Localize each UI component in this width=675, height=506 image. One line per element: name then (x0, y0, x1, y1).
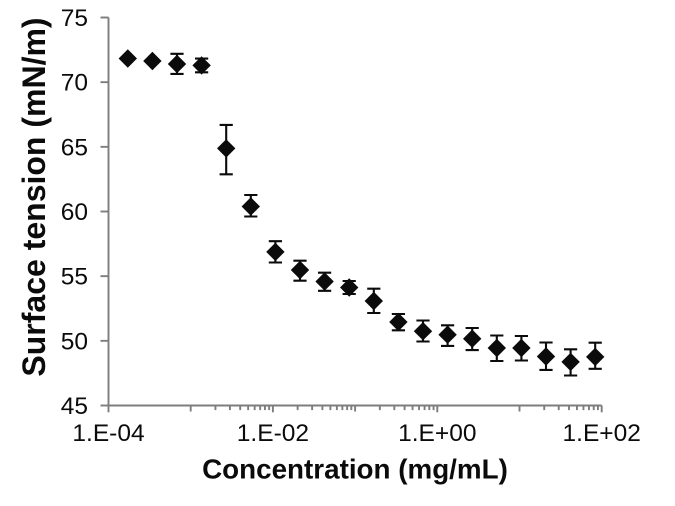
svg-text:65: 65 (61, 134, 88, 161)
svg-text:Surface tension (mN/m): Surface tension (mN/m) (16, 17, 52, 376)
svg-text:60: 60 (61, 199, 88, 226)
svg-text:70: 70 (61, 70, 88, 97)
svg-text:1.E+02: 1.E+02 (563, 420, 641, 447)
svg-text:1.E-02: 1.E-02 (237, 420, 309, 447)
svg-text:55: 55 (61, 264, 88, 291)
svg-text:50: 50 (61, 328, 88, 355)
svg-text:1.E+00: 1.E+00 (398, 420, 476, 447)
svg-text:1.E-04: 1.E-04 (72, 420, 144, 447)
svg-text:Concentration (mg/mL): Concentration (mg/mL) (202, 454, 508, 485)
svg-text:75: 75 (61, 5, 88, 32)
svg-text:45: 45 (61, 393, 88, 420)
